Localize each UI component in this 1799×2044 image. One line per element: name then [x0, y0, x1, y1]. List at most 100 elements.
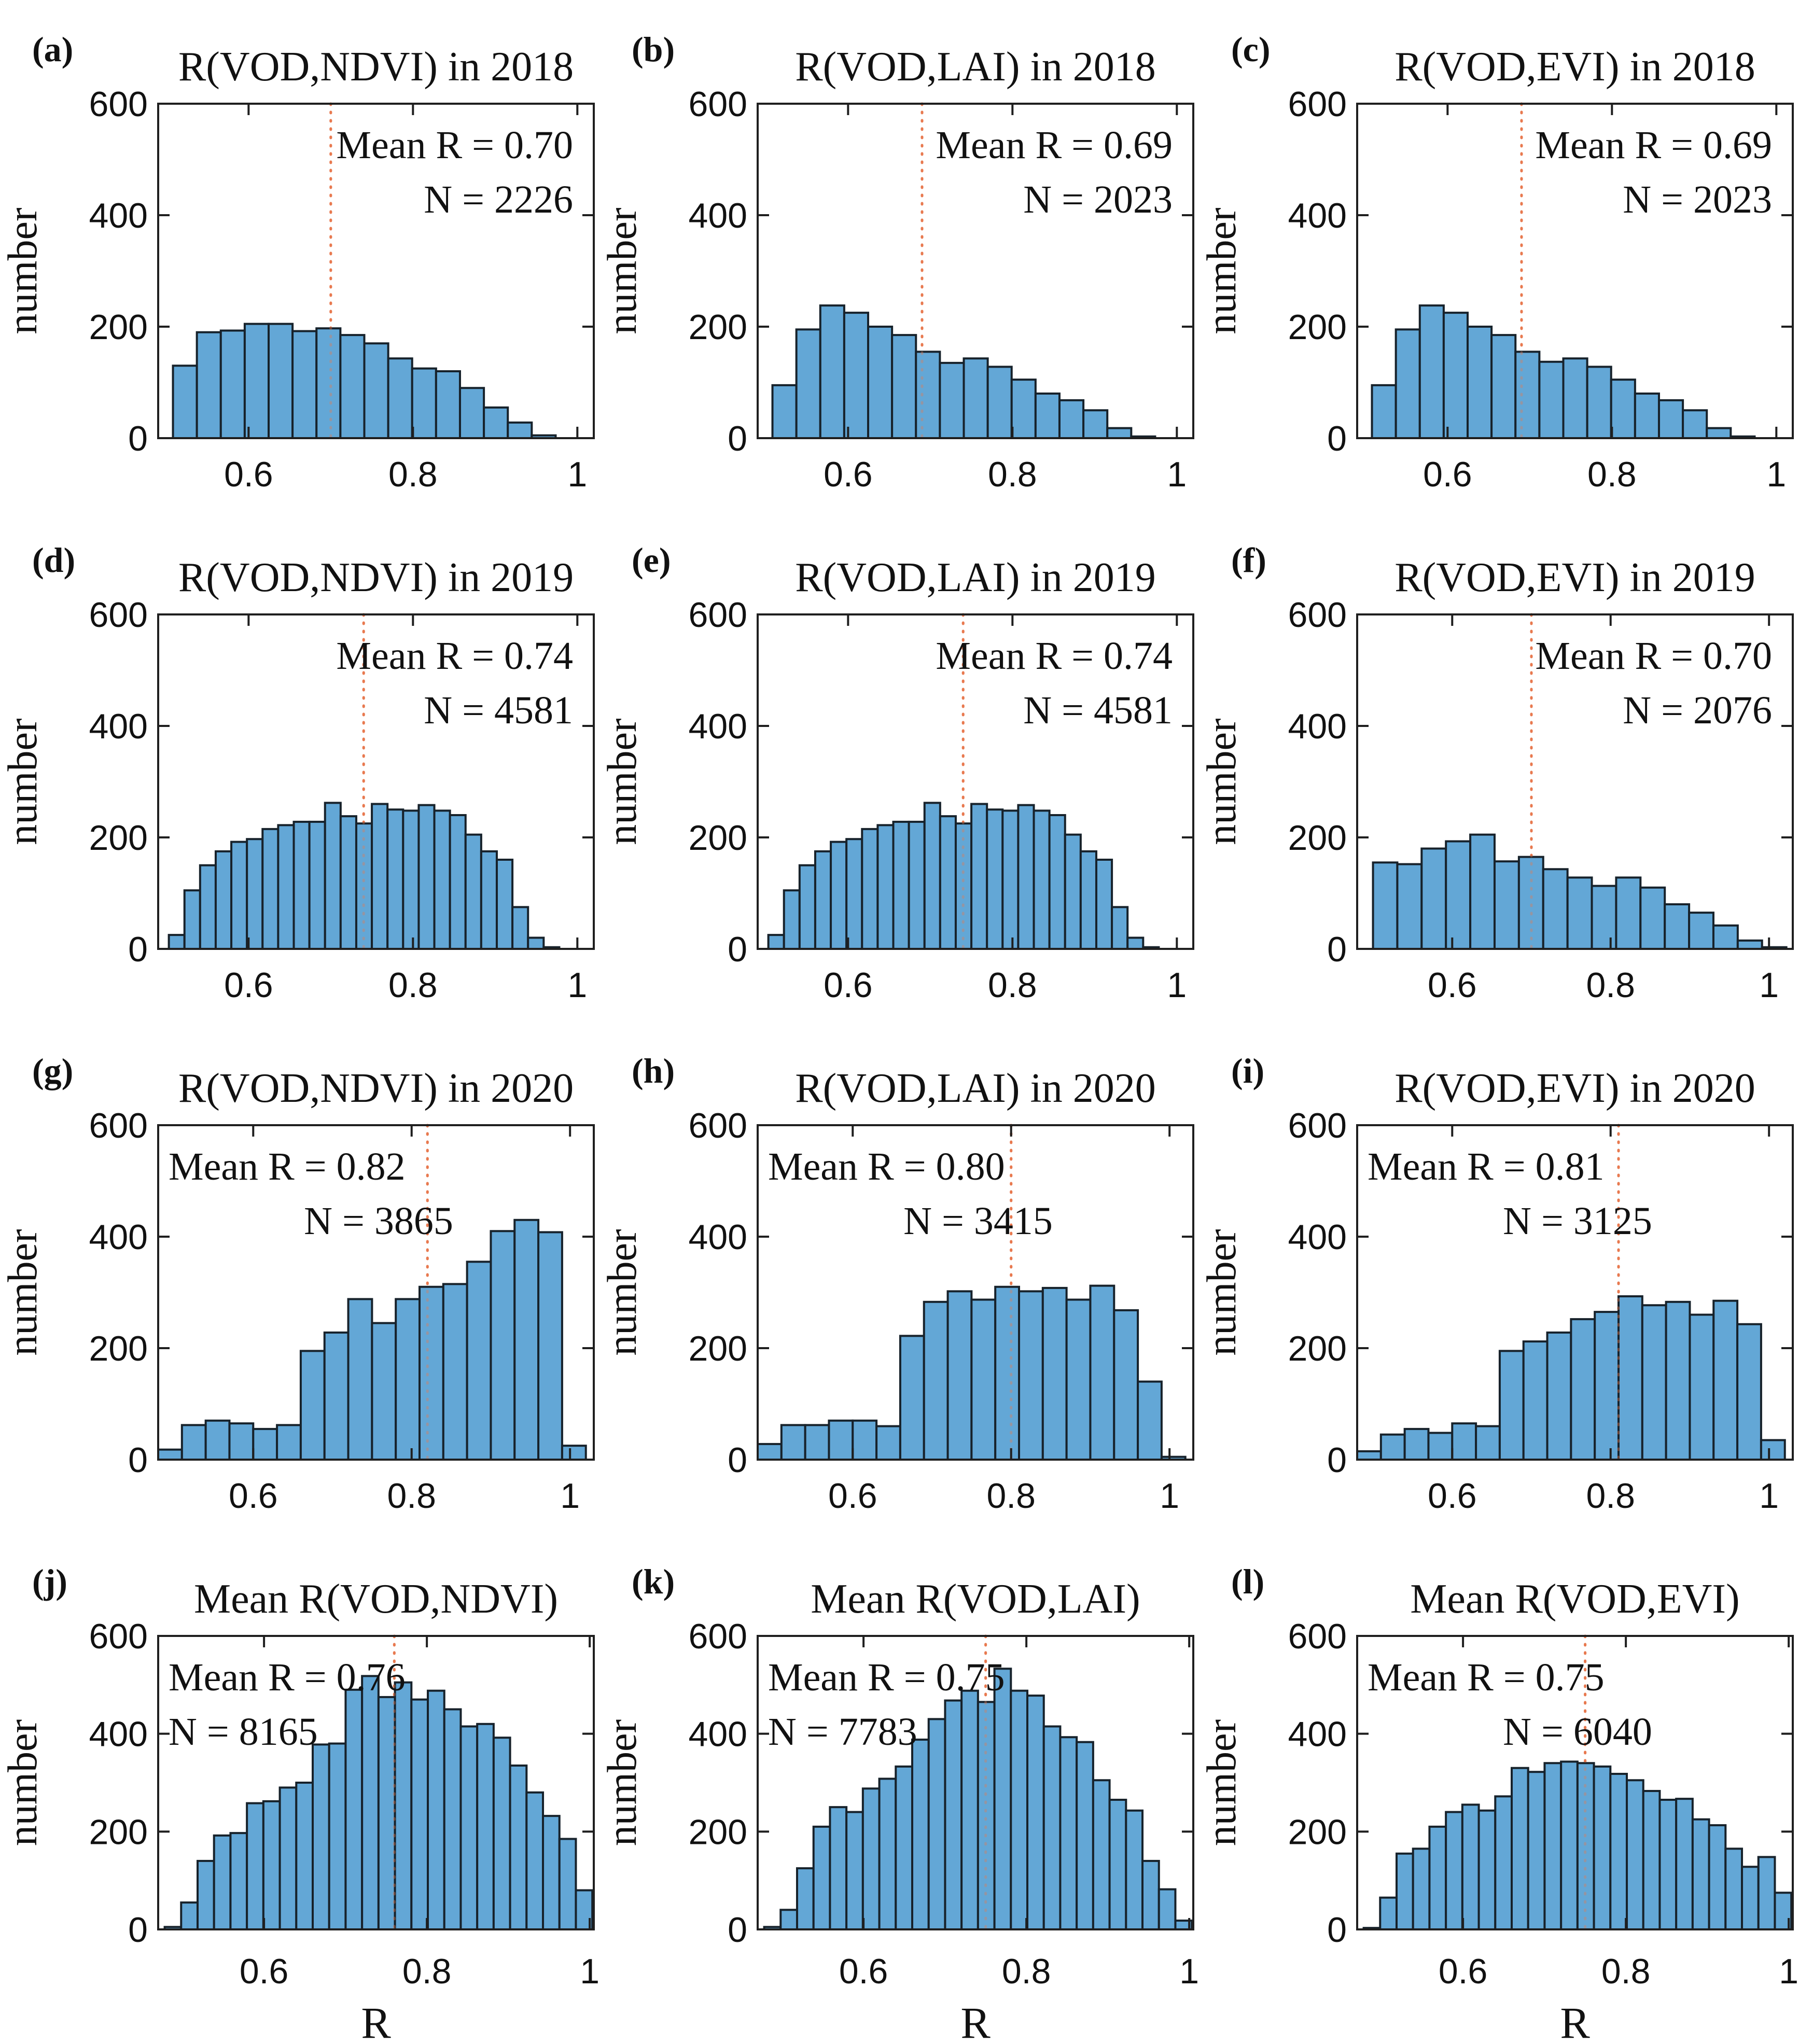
histogram-bar — [767, 934, 785, 950]
histogram-bar — [230, 841, 248, 950]
histogram-bar — [819, 304, 845, 440]
x-tick-label: 0.6 — [229, 1476, 278, 1516]
y-tick-label: 600 — [89, 1106, 148, 1145]
axes-box — [757, 1635, 1194, 1930]
histogram-bar — [1634, 393, 1660, 439]
panel-title: Mean R(VOD,LAI) — [811, 1576, 1140, 1622]
x-tick-label: 0.6 — [824, 455, 873, 494]
y-tick-label: 600 — [1288, 85, 1347, 124]
y-tick-label: 0 — [128, 1440, 148, 1480]
y-tick-label: 200 — [89, 307, 148, 347]
histogram-bar — [246, 1802, 264, 1930]
y-tick-label: 200 — [89, 1812, 148, 1852]
histogram-bar — [1708, 1824, 1727, 1930]
histogram-bar — [1657, 399, 1684, 440]
histogram-bar — [172, 365, 198, 439]
histogram-bar — [1026, 1695, 1045, 1930]
histogram-bar — [246, 838, 264, 950]
y-axis-label: number — [1199, 1229, 1245, 1355]
n-annotation: N = 2023 — [1623, 178, 1772, 221]
y-tick-label: 600 — [1288, 1617, 1347, 1656]
mean-r-annotation: Mean R = 0.76 — [169, 1656, 406, 1699]
histogram-bar — [1593, 1765, 1612, 1930]
y-tick-label: 0 — [728, 1910, 747, 1950]
histogram-bar — [1712, 924, 1739, 950]
histogram-bar — [1688, 912, 1714, 950]
histogram-bar — [899, 1335, 925, 1461]
histogram-bar — [944, 1699, 963, 1930]
axes-box — [1356, 1124, 1794, 1461]
histogram-bar — [1041, 1286, 1068, 1461]
histogram-bar — [923, 1300, 949, 1461]
y-tick-label: 200 — [689, 1329, 747, 1368]
histogram-bar — [1089, 1284, 1115, 1461]
histogram-bar — [939, 815, 957, 950]
x-axis-label: R — [1560, 1998, 1590, 2044]
y-tick-label: 200 — [689, 818, 747, 858]
panel-title: R(VOD,NDVI) in 2018 — [178, 44, 574, 90]
x-tick-label: 1 — [1167, 965, 1187, 1005]
histogram-bar — [1538, 360, 1565, 439]
histogram-bar — [1511, 1767, 1529, 1930]
histogram-bar — [963, 357, 989, 440]
histogram-bar — [228, 1422, 255, 1461]
histogram-bar — [1048, 814, 1066, 950]
histogram-bar — [1741, 1866, 1760, 1931]
histogram-bar — [1543, 1762, 1563, 1930]
y-axis-label: number — [0, 1719, 46, 1846]
histogram-bar — [867, 326, 894, 439]
histogram-bar — [994, 1285, 1021, 1461]
x-tick-label: 0.8 — [988, 455, 1037, 494]
histogram-bar — [1158, 1888, 1177, 1930]
y-tick-label: 0 — [1327, 1910, 1347, 1950]
histogram-bar — [1514, 351, 1541, 439]
histogram-bar — [783, 889, 801, 950]
n-annotation: N = 3125 — [1503, 1199, 1652, 1243]
panel-f: 0.6 0.8 1 0 200 400 600 (f) R(VOD,EVI) in 2019 nu… — [1199, 511, 1798, 1021]
histogram-bar — [507, 421, 533, 440]
histogram-bar — [1059, 1736, 1078, 1930]
histogram-bar — [1076, 1741, 1094, 1930]
y-tick-label: 600 — [689, 1106, 747, 1145]
histogram-bar — [1113, 1309, 1139, 1461]
y-tick-label: 400 — [689, 707, 747, 746]
histogram-bar — [1461, 1803, 1480, 1931]
histogram-bar — [339, 815, 357, 950]
panel-c: 0.6 0.8 1 0 200 400 600 (c) R(VOD,EVI) in 2018 nu… — [1199, 0, 1798, 511]
histogram-bar — [509, 1764, 528, 1930]
histogram-bar — [464, 833, 482, 950]
y-tick-label: 200 — [1288, 818, 1347, 858]
x-tick-label: 1 — [1779, 1952, 1798, 1991]
panel-g: 0.6 0.8 1 0 200 400 600 (g) R(VOD,NDVI) in 2020 n… — [0, 1021, 599, 1532]
x-tick-label: 0.8 — [1601, 1952, 1651, 1991]
panel-letter-label: (j) — [32, 1562, 67, 1601]
x-tick-label: 0.8 — [388, 455, 438, 494]
y-axis-label: number — [1199, 207, 1245, 334]
y-axis-label: number — [599, 718, 645, 845]
y-tick-label: 200 — [89, 1329, 148, 1368]
histogram-bar — [1442, 312, 1469, 439]
histogram-bar — [1108, 1799, 1127, 1930]
histogram-bar — [1691, 1818, 1710, 1930]
axes-box — [157, 103, 595, 439]
y-tick-label: 600 — [1288, 1106, 1347, 1145]
panel-letter-label: (l) — [1231, 1562, 1264, 1601]
histogram-bar — [1675, 1798, 1694, 1930]
histogram-bar — [1591, 885, 1617, 950]
histogram-bar — [1356, 1450, 1382, 1461]
histogram-bar — [229, 1832, 248, 1930]
x-tick-label: 0.6 — [240, 1952, 289, 1991]
x-tick-label: 0.8 — [387, 1476, 436, 1516]
y-tick-label: 400 — [689, 1217, 747, 1257]
histogram-bar — [1469, 833, 1496, 950]
panel-title: Mean R(VOD,EVI) — [1410, 1576, 1739, 1622]
y-tick-label: 0 — [128, 1910, 148, 1950]
histogram-bar — [157, 1448, 183, 1461]
x-tick-label: 1 — [1160, 1476, 1179, 1516]
histogram-bar — [986, 808, 1004, 950]
y-tick-label: 400 — [1288, 707, 1347, 746]
histogram-panel-c: 0.6 0.8 1 0 200 400 600 (c) R(VOD,EVI) in 2018 nu… — [1199, 30, 1794, 494]
histogram-bar — [895, 1765, 914, 1930]
x-axis-label: R — [960, 1998, 991, 2044]
